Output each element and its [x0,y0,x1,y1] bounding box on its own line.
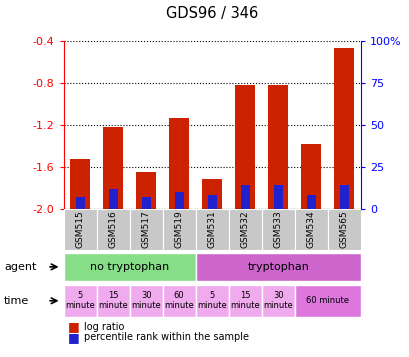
Bar [195,285,228,317]
Text: no tryptophan: no tryptophan [90,262,169,272]
Text: log ratio: log ratio [84,322,124,332]
Text: GSM565: GSM565 [339,211,348,248]
Text: GSM519: GSM519 [174,211,183,248]
Bar [169,117,189,209]
Bar [162,285,195,317]
Text: time: time [4,296,29,306]
Text: percentile rank within the sample: percentile rank within the sample [84,332,248,342]
Bar [70,159,90,209]
Bar [334,49,353,209]
Text: 5
minute: 5 minute [197,291,227,311]
Text: 15
minute: 15 minute [230,291,259,311]
Bar [294,209,327,250]
Text: GSM515: GSM515 [75,211,84,248]
Text: GSM516: GSM516 [108,211,117,248]
Text: GSM533: GSM533 [273,211,282,248]
Bar [129,285,162,317]
Bar [228,285,261,317]
Text: 30
minute: 30 minute [131,291,161,311]
Text: GSM532: GSM532 [240,211,249,248]
Bar [142,197,150,209]
Bar [339,185,348,209]
Bar [294,285,360,317]
Bar [129,209,162,250]
Text: 15
minute: 15 minute [98,291,128,311]
Bar [195,253,360,281]
Bar [267,85,288,209]
Text: GSM517: GSM517 [141,211,150,248]
Text: 60 minute: 60 minute [306,296,348,305]
Text: ■: ■ [67,320,79,333]
Bar [63,209,97,250]
Bar [327,209,360,250]
Text: 60
minute: 60 minute [164,291,193,311]
Bar [103,127,123,209]
Text: GSM534: GSM534 [306,211,315,248]
Bar [261,209,294,250]
Bar [136,172,156,209]
Text: 5
minute: 5 minute [65,291,95,311]
Bar [108,189,117,209]
Text: tryptophan: tryptophan [247,262,308,272]
Text: agent: agent [4,262,36,272]
Bar [195,209,228,250]
Bar [301,144,320,209]
Bar [228,209,261,250]
Bar [174,192,183,209]
Bar [63,285,97,317]
Bar [235,85,254,209]
Bar [63,253,195,281]
Bar [273,185,282,209]
Text: 30
minute: 30 minute [263,291,292,311]
Text: GDS96 / 346: GDS96 / 346 [166,6,258,21]
Bar [240,185,249,209]
Bar [207,195,216,209]
Bar [75,197,84,209]
Bar [202,180,222,209]
Text: ■: ■ [67,331,79,344]
Bar [306,195,315,209]
Text: GSM531: GSM531 [207,211,216,248]
Bar [97,285,129,317]
Bar [97,209,129,250]
Bar [261,285,294,317]
Bar [162,209,195,250]
